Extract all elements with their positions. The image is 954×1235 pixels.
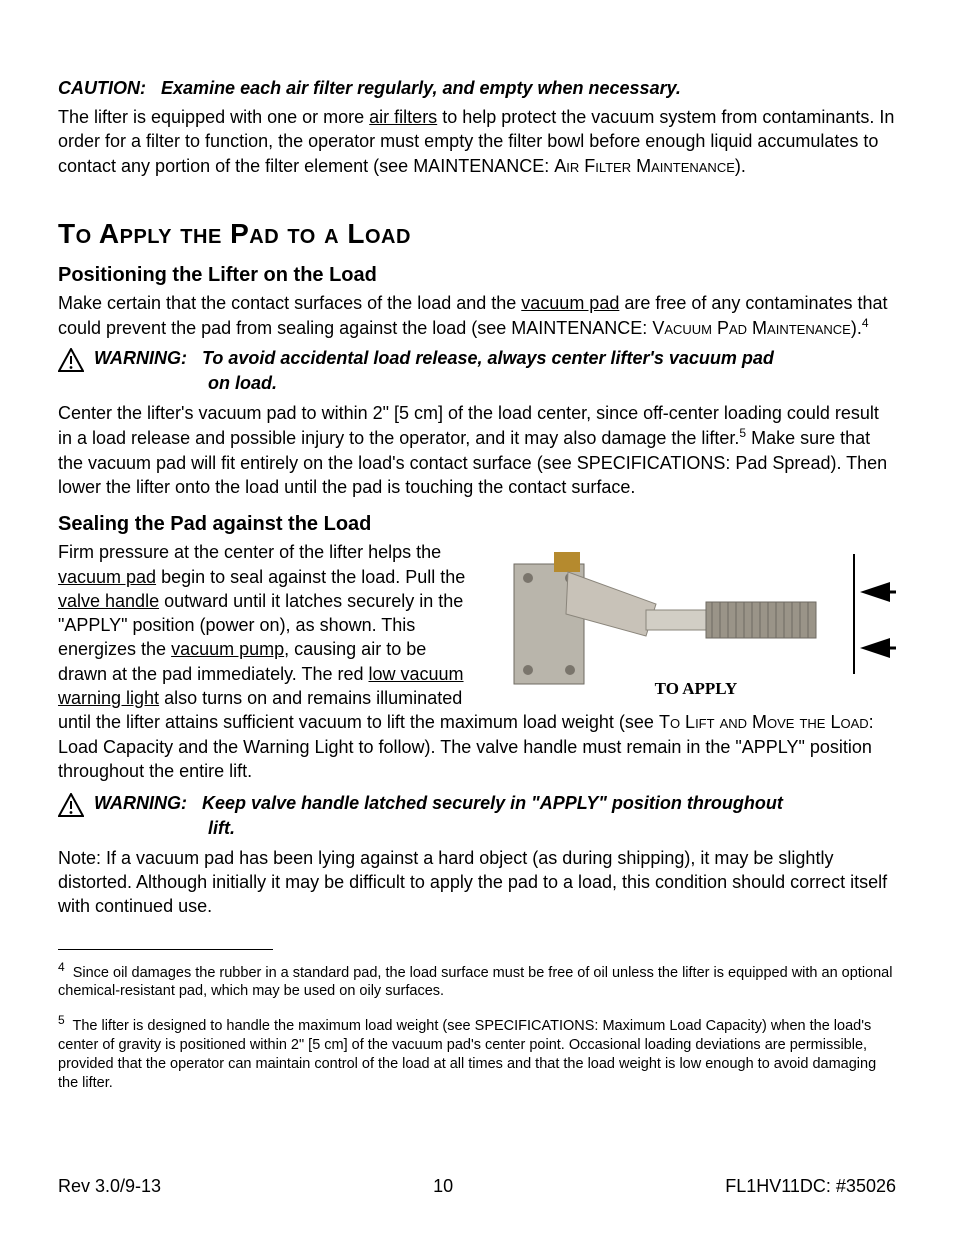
footnote-5: 5 The lifter is designed to handle the m…	[58, 1013, 896, 1092]
sec2-smallcaps: To Lift and Move the Load	[659, 712, 869, 732]
footnote-4-text: Since oil damages the rubber in a standa…	[58, 965, 892, 1000]
warning-label: WARNING:	[94, 348, 187, 368]
warning-text-1: WARNING: To avoid accidental load releas…	[94, 346, 774, 395]
footer-left: Rev 3.0/9-13	[58, 1176, 161, 1197]
page-footer: Rev 3.0/9-13 10 FL1HV11DC: #35026	[58, 1176, 896, 1197]
warning-icon	[58, 348, 84, 377]
sec1-p1a: Make certain that the contact surfaces o…	[58, 293, 521, 313]
footnote-5-text: The lifter is designed to handle the max…	[58, 1018, 876, 1091]
vacuum-pump-term: vacuum pump	[171, 639, 284, 659]
footnote-4-num: 4	[58, 960, 65, 974]
caution-text: Examine each air filter regularly, and e…	[161, 78, 681, 98]
sec1-p1: Make certain that the contact surfaces o…	[58, 291, 896, 341]
vacuum-pad-term: vacuum pad	[521, 293, 619, 313]
intro-text-1: The lifter is equipped with one or more	[58, 107, 369, 127]
sec2-p1b: begin to seal against the load. Pull the	[156, 567, 465, 587]
sec1-p2: Center the lifter's vacuum pad to within…	[58, 401, 896, 499]
apply-figure: TO APPLY	[496, 544, 896, 699]
footer-right: FL1HV11DC: #35026	[725, 1176, 896, 1197]
air-filters-term: air filters	[369, 107, 437, 127]
sec2-wrapper: TO APPLY Firm pressure at the center of …	[58, 540, 896, 789]
section-h1: To Apply the Pad to a Load	[58, 218, 896, 250]
footnote-ref-4: 4	[862, 316, 869, 330]
footnote-5-num: 5	[58, 1013, 65, 1027]
sec2-note: Note: If a vacuum pad has been lying aga…	[58, 846, 896, 919]
warning-line-a: To avoid accidental load release, always…	[202, 348, 774, 368]
warning2-line-b: lift.	[208, 818, 235, 838]
intro-smallcaps: Air Filter Maintenance	[554, 156, 735, 176]
footnote-4: 4 Since oil damages the rubber in a stan…	[58, 960, 896, 1002]
warning-block-2: WARNING: Keep valve handle latched secur…	[58, 791, 896, 840]
sec2-p1a: Firm pressure at the center of the lifte…	[58, 542, 441, 562]
valve-handle-illustration: TO APPLY	[496, 544, 896, 699]
vacuum-pad-term-2: vacuum pad	[58, 567, 156, 587]
figure-caption-text: TO APPLY	[655, 679, 738, 698]
subheading-sealing: Sealing the Pad against the Load	[58, 513, 896, 536]
sec1-p1c: ).	[851, 318, 862, 338]
document-page: CAUTION: Examine each air filter regular…	[0, 0, 954, 1235]
valve-handle-term: valve handle	[58, 591, 159, 611]
caution-line: CAUTION: Examine each air filter regular…	[58, 78, 896, 99]
footer-center: 10	[433, 1176, 453, 1197]
warning2-line-a: Keep valve handle latched securely in "A…	[202, 793, 783, 813]
footnote-rule	[58, 949, 273, 950]
warning-block-1: WARNING: To avoid accidental load releas…	[58, 346, 896, 395]
warning-icon	[58, 793, 84, 822]
warning-line-b: on load.	[208, 373, 277, 393]
intro-text-3: ).	[735, 156, 746, 176]
warning-label-2: WARNING:	[94, 793, 187, 813]
sec1-smallcaps: Vacuum Pad Maintenance	[652, 318, 851, 338]
intro-paragraph: The lifter is equipped with one or more …	[58, 105, 896, 178]
subheading-positioning: Positioning the Lifter on the Load	[58, 264, 896, 287]
warning-text-2: WARNING: Keep valve handle latched secur…	[94, 791, 783, 840]
caution-label: CAUTION:	[58, 78, 146, 98]
